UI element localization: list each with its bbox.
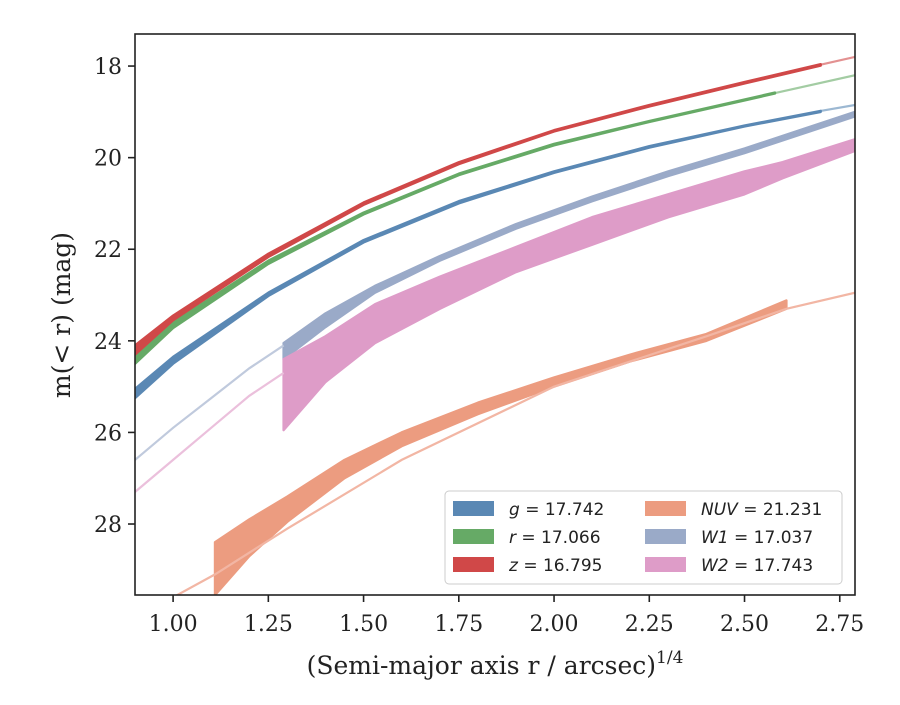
legend-label-nuv: NUV = 21.231 xyxy=(701,500,822,520)
series-band-r xyxy=(135,91,777,365)
x-tick-label: 1.00 xyxy=(149,612,198,637)
legend-label-r: r = 17.066 xyxy=(509,528,601,548)
y-tick-label: 22 xyxy=(94,238,122,263)
legend-label-z: z = 16.795 xyxy=(508,556,602,576)
x-tick-label: 1.25 xyxy=(244,612,293,637)
y-tick-label: 24 xyxy=(94,330,122,355)
x-axis-label: (Semi-major axis r / arcsec)1/4 xyxy=(307,648,684,680)
series-extrapolation-nuv xyxy=(175,291,855,595)
x-tick-label: 2.75 xyxy=(815,612,864,637)
series-extrapolation-z xyxy=(820,55,855,66)
y-tick-label: 26 xyxy=(94,421,122,446)
x-tick-label: 2.25 xyxy=(625,612,674,637)
legend-frame xyxy=(444,490,843,585)
legend-swatch-w2 xyxy=(645,557,686,572)
legend-label-g: g = 17.742 xyxy=(509,500,604,520)
y-axis-label: m(< r) (mag) xyxy=(47,232,76,398)
y-tick-label: 28 xyxy=(94,513,122,538)
y-tick-label: 20 xyxy=(94,147,122,172)
x-tick-label: 1.50 xyxy=(339,612,388,637)
x-tick-label: 2.50 xyxy=(720,612,769,637)
series-band-g xyxy=(135,109,822,400)
series-band-z xyxy=(135,62,822,356)
x-axis-label-superscript: 1/4 xyxy=(656,648,683,668)
series-extrapolation-g xyxy=(820,103,855,112)
legend: g = 17.742 r = 17.066 z = 16.795 NUV = 21.2… xyxy=(444,490,843,585)
x-tick-label: 2.00 xyxy=(530,612,579,637)
legend-label-w2: W2 = 17.743 xyxy=(701,556,813,576)
legend-swatch-nuv xyxy=(645,501,686,516)
series-extrapolation-w1 xyxy=(135,344,285,461)
ticks-layer: 1.00 1.25 1.50 1.75 2.00 2.25 2.50 2.75 18 20 22 24… xyxy=(94,55,864,637)
legend-label-w1: W1 = 17.037 xyxy=(701,528,813,548)
legend-swatch-r xyxy=(453,529,494,544)
series-layer xyxy=(135,55,855,595)
y-tick-label: 18 xyxy=(94,55,122,80)
series-band-w1 xyxy=(282,110,855,361)
legend-swatch-g xyxy=(453,501,494,516)
legend-swatch-w1 xyxy=(645,529,686,544)
plot-frame xyxy=(134,33,856,596)
x-tick-label: 1.75 xyxy=(434,612,483,637)
legend-swatch-z xyxy=(453,557,494,572)
series-extrapolation-r xyxy=(774,74,855,95)
x-axis-label-main: (Semi-major axis r / arcsec) xyxy=(307,651,656,680)
series-extrapolation-w2 xyxy=(135,371,285,493)
series-band-w2 xyxy=(282,138,855,432)
